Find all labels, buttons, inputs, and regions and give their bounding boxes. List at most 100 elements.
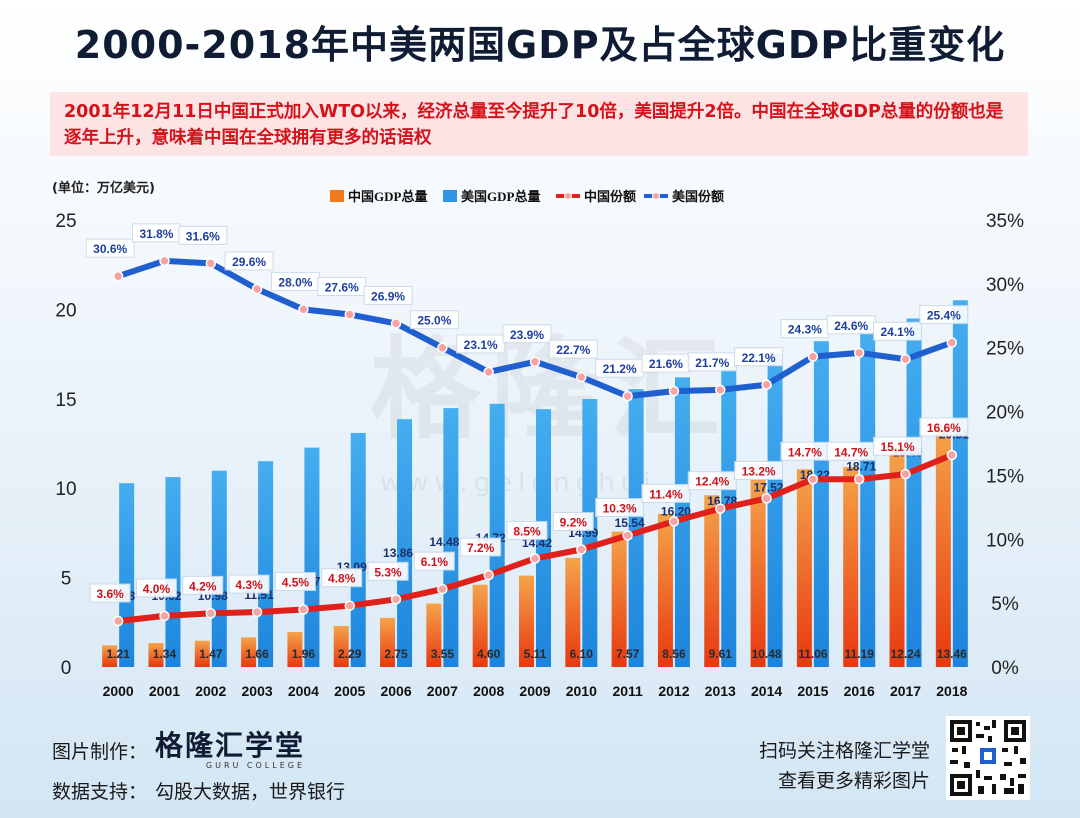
x-tick-label: 2011 [612,683,643,699]
y2-tick-label: 0% [991,658,1019,679]
china-share-label: 5.3% [374,565,402,579]
x-tick-label: 2001 [149,683,180,699]
more-text: 查看更多精彩图片 [777,770,930,792]
x-tick-label: 2015 [797,683,828,699]
us-share-label: 31.6% [186,229,220,243]
us-share-label: 26.9% [371,289,405,303]
legend-swatch [330,190,344,202]
us-share-point [622,390,633,402]
us-share-point [807,351,819,362]
y-tick-label: 10 [55,479,76,500]
china-share-label: 12.4% [695,475,729,489]
china-gdp-label: 1.34 [153,647,177,661]
china-gdp-label: 1.66 [245,647,269,661]
china-share-label: 11.4% [649,487,683,501]
china-gdp-bar [935,426,951,667]
us-share-point [529,356,541,368]
china-share-point [807,474,819,485]
china-share-label: 4.3% [235,578,263,592]
us-share-label: 27.6% [325,281,359,295]
china-gdp-label: 1.96 [292,647,316,661]
china-share-point [529,553,541,564]
brand-name: 格隆汇学堂 [155,728,306,762]
y2-tick-label: 25% [986,339,1024,360]
qr-code-icon[interactable] [946,716,1030,800]
x-tick-label: 2004 [288,683,319,699]
y2-tick-label: 20% [986,403,1024,424]
china-gdp-bar [611,531,627,667]
china-share-label-box [413,551,455,571]
x-tick-label: 2007 [427,683,458,699]
china-gdp-bar [102,645,118,667]
us-share-point [112,270,124,282]
china-share-label: 13.2% [742,464,776,478]
china-share-point [668,516,680,527]
china-share-label: 8.5% [513,524,541,538]
us-share-point [946,337,958,348]
us-gdp-bar [165,477,181,667]
brand-subtitle: GURU COLLEGE [205,760,306,770]
china-gdp-label: 2.29 [338,647,362,661]
china-gdp-bar [565,557,581,667]
china-share-label-box [89,583,131,603]
x-tick-label: 2003 [242,683,273,699]
us-share-point [344,309,355,320]
maker-label: 图片制作： [52,740,148,763]
y-tick-label: 15 [55,390,76,411]
x-tick-label: 2002 [195,683,226,699]
us-gdp-bar [582,398,598,667]
brand-logo: 格隆汇学堂 GURU COLLEGE [155,728,306,770]
china-gdp-label: 1.47 [199,647,223,661]
china-share-label-box [228,574,270,594]
x-tick-label: 2009 [519,683,550,699]
us-gdp-bar [721,366,737,667]
us-share-point [853,347,865,359]
us-gdp-bar [489,403,505,667]
y2-tick-label: 10% [986,530,1024,551]
china-share-label-box [460,537,502,557]
legend-label: 美国份额 [672,189,724,204]
us-share-label: 21.6% [649,357,683,371]
us-share-label: 25.4% [927,309,961,323]
y-tick-label: 25 [55,211,76,232]
china-share-label-box [734,460,784,480]
us-share-label-box [85,238,135,258]
china-share-label-box [919,417,969,437]
source-label: 数据支持： [52,780,148,803]
x-tick-label: 2014 [751,683,782,699]
china-share-label: 4.5% [282,576,310,590]
us-gdp-label: 16.20 [661,504,691,518]
china-gdp-label: 2.75 [384,647,408,661]
china-share-label: 6.1% [421,555,449,569]
us-share-label: 28.0% [278,275,312,289]
china-gdp-label: 13.46 [937,647,967,661]
footer-follow: 扫码关注格隆汇学堂 查看更多精彩图片 [759,736,930,796]
us-gdp-label: 13.86 [383,546,413,560]
us-share-label-box [502,324,552,344]
us-share-label: 23.1% [464,338,498,352]
china-share-point [390,594,402,605]
china-share-label-box [367,561,409,581]
china-share-label: 14.7% [834,445,868,459]
china-gdp-label: 4.60 [477,647,501,661]
china-share-point [437,583,448,595]
us-gdp-bar [952,300,968,667]
china-share-point [483,569,494,581]
us-share-point [205,258,217,269]
china-gdp-label: 11.19 [845,647,875,661]
us-gdp-bar [397,419,413,667]
y-tick-label: 0 [61,658,72,679]
china-share-label: 10.3% [603,501,637,515]
us-share-point [576,371,587,383]
us-share-point [761,379,772,391]
legend-marker [564,192,572,200]
us-share-point [715,384,726,396]
china-share-point [159,610,170,622]
us-gdp-bar [767,353,783,667]
china-gdp-bar [750,479,766,667]
x-tick-label: 2010 [566,683,597,699]
legend-label: 美国GDP总量 [461,189,540,204]
us-gdp-bar [906,318,922,667]
china-share-label-box [274,572,316,592]
x-tick-label: 2018 [936,683,967,699]
